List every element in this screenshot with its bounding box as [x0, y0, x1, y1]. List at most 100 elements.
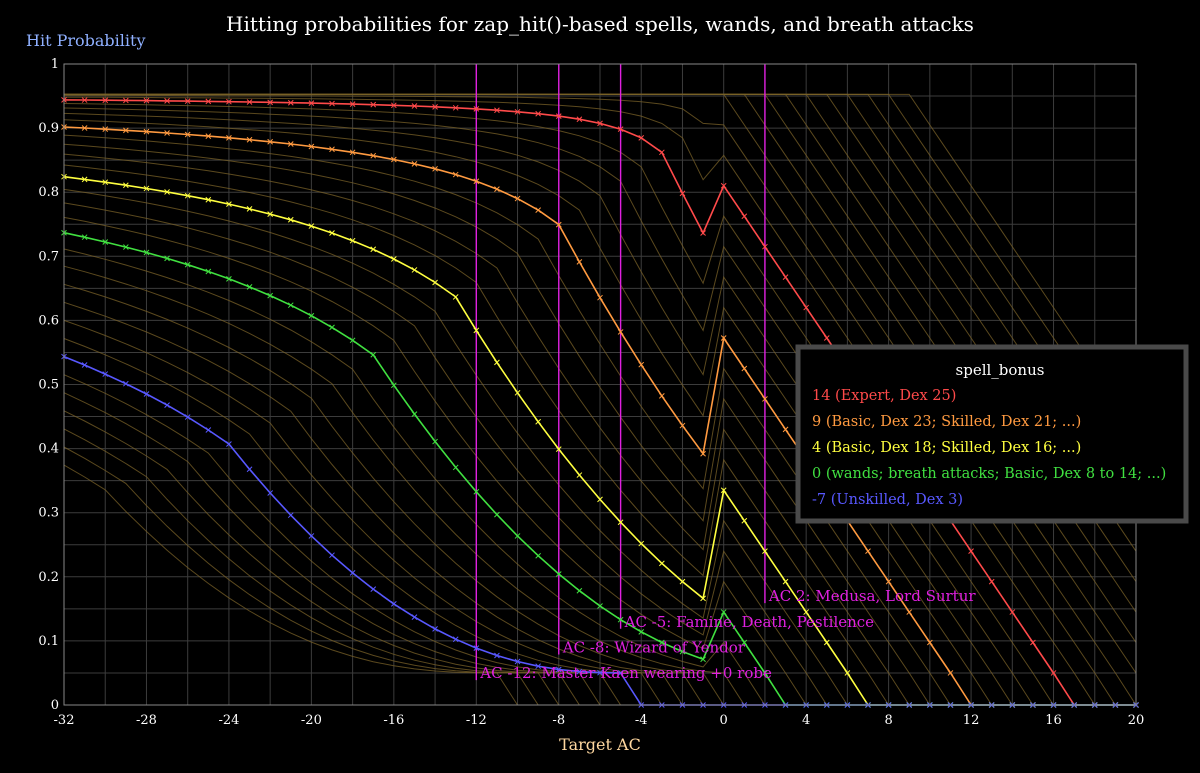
series-point: [762, 670, 768, 676]
series-point: [143, 97, 150, 104]
series-point: [617, 519, 624, 526]
series-point: [555, 221, 562, 228]
series-point: [473, 178, 480, 185]
series-point: [164, 402, 170, 408]
background-curve: [64, 93, 1137, 430]
series-point: [287, 216, 294, 223]
series-point: [988, 578, 995, 585]
series-point: [638, 628, 645, 635]
series-point: [617, 126, 624, 133]
series-point: [370, 101, 377, 108]
series-point: [370, 351, 377, 358]
series-point: [102, 371, 109, 377]
series-point: [597, 669, 603, 676]
series-point: [122, 380, 129, 387]
series-point: [164, 189, 170, 195]
series-point: [81, 234, 88, 241]
series-point: [329, 552, 335, 559]
legend: spell_bonus 14 (Expert, Dex 25) 9 (Basic,…: [795, 344, 1189, 524]
series-point: [617, 616, 624, 623]
y-tick-label: 1: [51, 57, 59, 72]
y-tick-label: 0.3: [38, 506, 59, 521]
series-point: [246, 206, 253, 212]
series-point: [720, 609, 727, 615]
series-point: [308, 312, 315, 319]
series-point: [81, 362, 88, 368]
x-tick-label: 8: [884, 713, 892, 728]
series-point: [679, 578, 686, 585]
series-point: [782, 274, 789, 280]
series-point: [452, 171, 459, 178]
series-point: [205, 268, 212, 275]
series-point: [246, 466, 253, 473]
series-point: [555, 446, 562, 453]
series-point: [514, 658, 521, 665]
annotation-label: AC 2: Medusa, Lord Surtur: [768, 587, 976, 605]
series-point: [576, 587, 583, 594]
series-point: [1009, 609, 1016, 615]
series-point: [1030, 639, 1036, 646]
series-point: [432, 438, 438, 445]
series-point: [308, 100, 315, 106]
x-tick-label: -32: [54, 713, 75, 728]
series-point: [968, 548, 974, 555]
legend-entry: -7 (Unskilled, Dex 3): [812, 492, 963, 508]
series-point: [411, 103, 418, 109]
series-point: [741, 365, 748, 372]
series-point: [143, 249, 150, 256]
series-point: [926, 639, 933, 646]
series-point: [494, 186, 500, 192]
x-tick-label: -12: [466, 713, 487, 728]
series-point: [885, 578, 892, 585]
background-curve: [63, 112, 1136, 706]
series-point: [741, 213, 748, 220]
series-point: [122, 127, 129, 134]
series-point: [267, 99, 274, 106]
series-point: [720, 487, 727, 494]
series-point: [947, 670, 954, 676]
series-point: [246, 99, 253, 105]
series-point: [679, 648, 686, 655]
series-point: [700, 230, 706, 236]
series-point: [535, 552, 542, 559]
series-point: [638, 361, 645, 368]
series-point: [81, 97, 88, 103]
series-point: [102, 239, 109, 245]
series-point: [658, 639, 665, 646]
background-curve: [63, 107, 1136, 706]
series-point: [617, 329, 624, 335]
annotation-label: AC -8: Wizard of Yendor: [562, 638, 746, 656]
series-point: [411, 614, 418, 620]
y-tick-label: 0.7: [38, 249, 59, 264]
series-point: [762, 243, 768, 250]
series-point: [349, 237, 356, 244]
series-point: [349, 101, 356, 107]
x-tick-label: -20: [301, 713, 322, 728]
series-point: [452, 464, 459, 471]
series-point: [762, 548, 768, 555]
series-point: [329, 324, 335, 331]
series-point: [658, 560, 665, 567]
y-tick-label: 0.5: [38, 378, 59, 393]
background-curve: [63, 103, 1136, 706]
series-point: [535, 418, 542, 425]
series-point: [823, 335, 830, 341]
x-tick-label: 16: [1045, 713, 1062, 728]
series-point: [390, 102, 397, 109]
legend-entry: 9 (Basic, Dex 23; Skilled, Dex 21; ...): [812, 414, 1081, 430]
series-point: [535, 110, 542, 117]
series-point: [638, 134, 645, 141]
x-tick-label: 12: [963, 713, 980, 728]
series-point: [143, 185, 150, 192]
series-point: [741, 517, 748, 524]
series-point: [287, 512, 294, 519]
series-point: [329, 100, 335, 107]
series-point: [494, 359, 500, 366]
series-point: [184, 131, 191, 138]
annotation-label: AC -12: Master Kaen wearing +0 robe: [479, 664, 772, 682]
y-tick-label: 0.9: [38, 121, 59, 136]
series-point: [308, 223, 315, 229]
series-point: [226, 275, 232, 282]
series-point: [700, 595, 706, 602]
series-point: [597, 496, 603, 503]
